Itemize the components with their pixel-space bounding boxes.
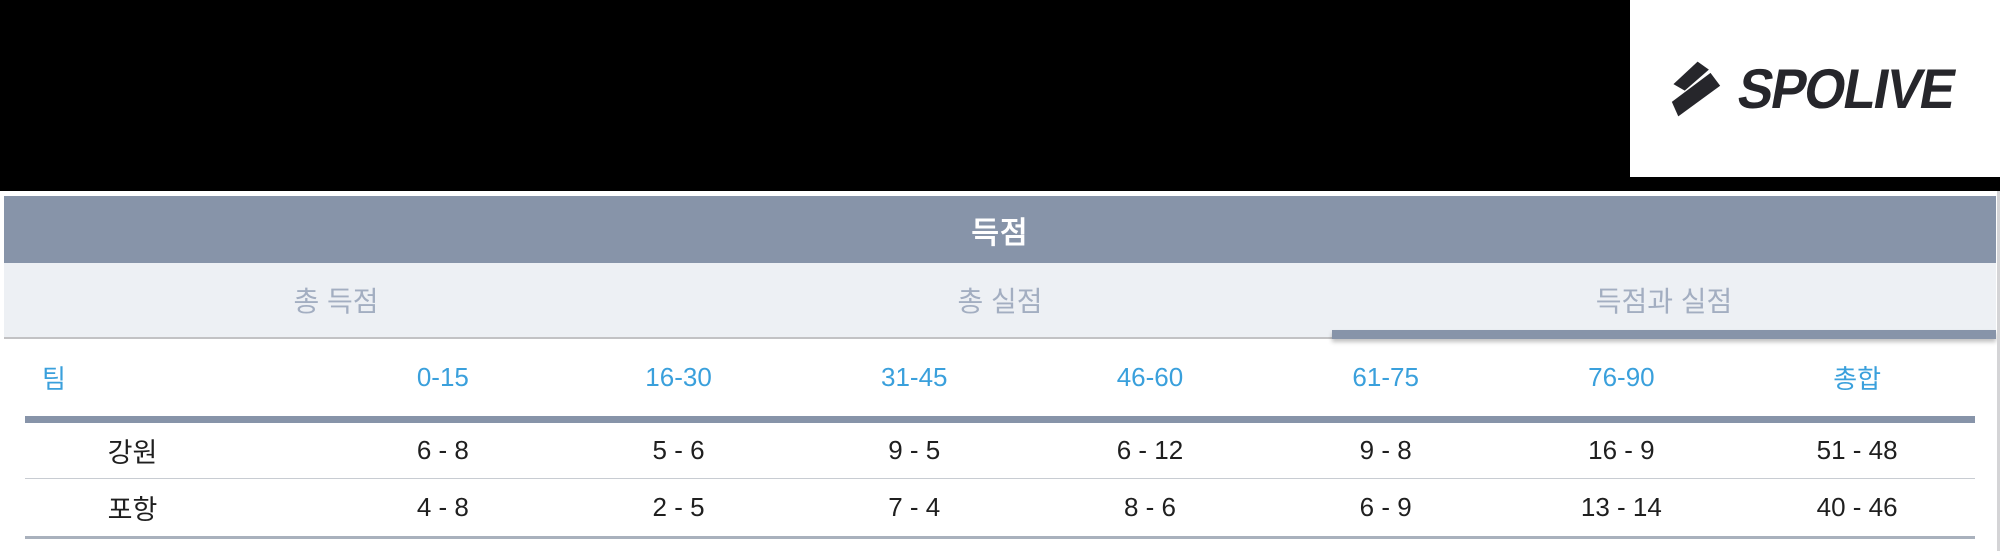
stats-table: 팀 0-15 16-30 31-45 46-60 61-75 76-90 총합 강원 6 - 8… [25,339,1975,539]
stat-cell: 40 - 46 [1739,477,1975,537]
column-header: 46-60 [1116,361,1184,392]
stat-cell: 9 - 5 [888,434,941,465]
stat-cell: 6 - 12 [1116,434,1184,465]
table-row: 강원 6 - 8 5 - 6 9 - 5 6 - 12 9 - 8 16 - 9 51 - 4… [25,419,1975,478]
team-name: 포항 [25,477,325,537]
column-header: 총합 [1833,363,1882,394]
column-header: 76-90 [1588,361,1655,392]
stat-cell: 7 - 4 [796,477,1033,537]
stat-cell: 9 - 8 [1359,434,1412,465]
stat-cell: 16 - 9 [1588,434,1655,465]
right-edge-line [1997,191,2000,551]
stats-table-wrap: 팀 0-15 16-30 31-45 46-60 61-75 76-90 총합 강원 6 - 8… [4,339,1996,539]
stats-panel: 득점 총 득점 총 실점 득점과 실점 팀 0-15 16-30 31-45 46-60 61… [4,196,1996,539]
stat-cell: 51 - 48 [1816,434,1898,465]
spolive-logo: SPOLIVE [1630,0,2000,177]
column-header: 16-30 [645,361,712,392]
top-banner: SPOLIVE [0,0,2000,191]
spolive-arrow-icon [1671,61,1720,116]
column-header: 0-15 [416,361,469,392]
stat-cell: 4 - 8 [325,477,561,537]
stat-cell: 8 - 6 [1032,477,1268,537]
column-header-team: 팀 [42,363,66,394]
panel-header: 득점 [4,196,1996,263]
column-header: 61-75 [1352,361,1419,392]
stat-cell: 6 - 9 [1267,477,1504,537]
stats-table-header: 팀 0-15 16-30 31-45 46-60 61-75 76-90 총합 [25,339,1975,419]
stat-cell: 13 - 14 [1503,477,1740,537]
stat-cell: 6 - 8 [416,434,469,465]
panel-title: 득점 [971,216,1029,250]
tab-bar: 총 득점 총 실점 득점과 실점 [4,263,1996,339]
tab-1[interactable]: 총 득점 [293,286,379,317]
stat-cell: 5 - 6 [652,434,705,465]
column-header: 31-45 [881,361,948,392]
stat-cell: 2 - 5 [560,477,797,537]
tab-3[interactable]: 득점과 실점 [1332,263,1996,339]
tab-2[interactable]: 총 실점 [957,286,1043,317]
spolive-logo-text: SPOLIVE [1732,57,1960,120]
team-name: 강원 [107,437,158,468]
